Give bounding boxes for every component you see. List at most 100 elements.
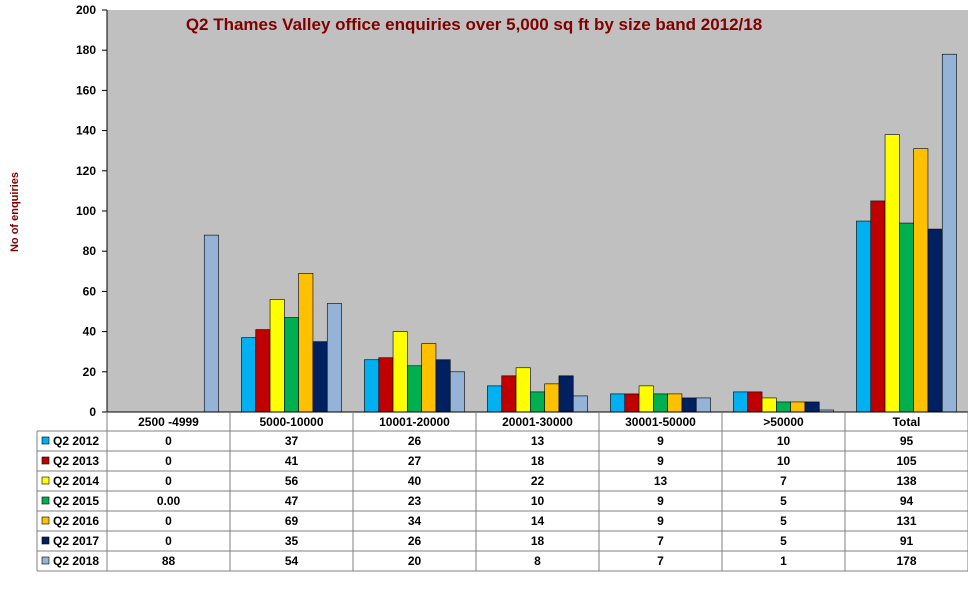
legend-key (41, 496, 50, 505)
y-tick-label: 40 (83, 325, 97, 339)
data-cell: 10 (531, 494, 545, 508)
data-cell: 23 (408, 494, 422, 508)
y-tick-label: 140 (76, 124, 96, 138)
category-label: 5000-10000 (259, 415, 323, 429)
data-cell: 69 (285, 514, 299, 528)
bar (695, 397, 711, 413)
data-cell: 54 (285, 554, 299, 568)
bar (487, 385, 503, 413)
data-cell: 0 (165, 434, 172, 448)
data-cell: 5 (780, 494, 787, 508)
data-cell: 9 (657, 514, 664, 528)
data-cell: 10 (777, 434, 791, 448)
bar (638, 385, 654, 413)
data-cell: 5 (780, 514, 787, 528)
series-name: Q2 2012 (53, 434, 99, 448)
data-cell: 0 (165, 454, 172, 468)
category-label: 30001-50000 (625, 415, 696, 429)
y-tick-label: 0 (89, 405, 96, 419)
bar (572, 395, 588, 413)
category-label: >50000 (763, 415, 804, 429)
data-cell: 34 (408, 514, 422, 528)
bar (913, 148, 929, 413)
data-cell: 41 (285, 454, 299, 468)
data-cell: 56 (285, 474, 299, 488)
bar (870, 200, 886, 413)
data-cell: 14 (531, 514, 545, 528)
data-cell: 94 (900, 494, 914, 508)
bar (326, 303, 342, 413)
data-cell: 10 (777, 454, 791, 468)
legend-key (41, 436, 50, 445)
data-cell: 27 (408, 454, 422, 468)
y-tick-label: 120 (76, 164, 96, 178)
bar (624, 393, 640, 413)
category-label: 20001-30000 (502, 415, 573, 429)
bar (392, 331, 408, 413)
data-cell: 0 (165, 514, 172, 528)
bar (515, 367, 531, 413)
data-cell: 178 (896, 554, 916, 568)
bar (884, 134, 900, 413)
bar (378, 357, 394, 413)
category-label: 2500 -4999 (138, 415, 199, 429)
bar (927, 228, 943, 413)
data-cell: 0 (165, 474, 172, 488)
bar (435, 359, 451, 413)
bar (667, 393, 683, 413)
bar (312, 341, 328, 413)
bar (298, 273, 314, 413)
data-cell: 9 (657, 454, 664, 468)
data-cell: 91 (900, 534, 914, 548)
data-cell: 13 (531, 434, 545, 448)
data-cell: 7 (657, 554, 664, 568)
data-cell: 20 (408, 554, 422, 568)
bar (530, 391, 545, 413)
y-tick-label: 60 (83, 284, 97, 298)
legend-key (41, 556, 50, 565)
series-name: Q2 2017 (53, 534, 99, 548)
data-cell: 95 (900, 434, 914, 448)
bar (653, 393, 668, 413)
data-cell: 7 (657, 534, 664, 548)
bar (761, 397, 777, 413)
legend-key (41, 476, 50, 485)
data-cell: 26 (408, 534, 422, 548)
y-tick-label: 180 (76, 43, 96, 57)
series-name: Q2 2013 (53, 454, 99, 468)
bar (255, 329, 271, 413)
data-table: 2500 -4999 5000-10000 10001-20000 20001-300… (36, 411, 968, 572)
data-cell: 22 (531, 474, 545, 488)
data-cell: 131 (896, 514, 916, 528)
data-cell: 138 (896, 474, 916, 488)
legend-key (41, 536, 50, 545)
bar (733, 391, 749, 413)
bar (776, 401, 791, 413)
bar (364, 359, 380, 413)
bar (241, 337, 257, 413)
data-cell: 105 (896, 454, 916, 468)
bar (790, 401, 806, 413)
bar (544, 383, 560, 413)
bar (269, 299, 285, 413)
plot-area (107, 10, 968, 412)
data-cell: 5 (780, 534, 787, 548)
legend-key (41, 456, 50, 465)
data-cell: 18 (531, 534, 545, 548)
y-tick-label: 80 (83, 244, 97, 258)
series-name: Q2 2014 (53, 474, 99, 488)
bars (203, 53, 957, 413)
y-tick-label: 160 (76, 83, 96, 97)
y-tick-label: 200 (76, 3, 96, 17)
data-cell: 9 (657, 434, 664, 448)
bar (421, 343, 437, 413)
bar (558, 375, 574, 413)
bar (501, 375, 517, 413)
data-cell: 35 (285, 534, 299, 548)
data-cell: 18 (531, 454, 545, 468)
data-cell: 40 (408, 474, 422, 488)
y-tick-label: 100 (76, 204, 96, 218)
bar (899, 222, 914, 413)
chart-title: Q2 Thames Valley office enquiries over 5… (186, 15, 762, 34)
